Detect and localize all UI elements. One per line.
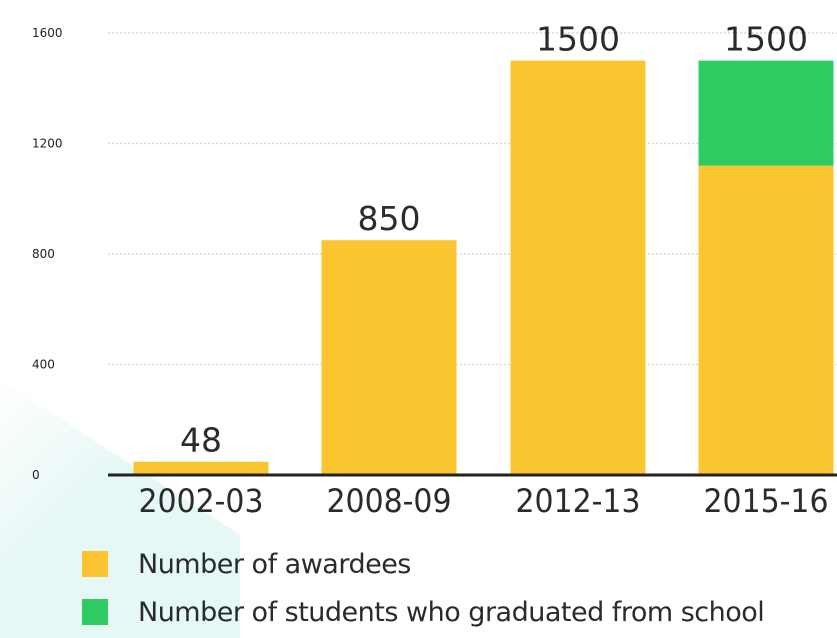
x-tick-label-2012-13: 2012-13: [516, 482, 641, 520]
data-label-2002-03: 48: [180, 421, 222, 460]
legend-item-awardees: Number of awardees: [82, 540, 764, 588]
x-tick-label-2015-16: 2015-16: [704, 482, 829, 520]
data-label-2008-09: 850: [358, 199, 421, 238]
data-label-2012-13: 1500: [536, 20, 620, 59]
bar-2012-13-series-0: [510, 60, 646, 475]
bar-2002-03-series-0: [133, 461, 269, 475]
legend-swatch-graduates: [82, 599, 108, 625]
legend-swatch-awardees: [82, 551, 108, 577]
legend: Number of awardees Number of students wh…: [82, 540, 765, 636]
bar-layer: [133, 60, 834, 475]
legend-label-awardees: Number of awardees: [138, 548, 411, 580]
y-tick-label-0: 0: [32, 468, 40, 482]
x-tick-label-2008-09: 2008-09: [327, 482, 452, 520]
label-layer: 48 850 1500 1500: [180, 20, 808, 460]
data-label-2015-16: 1500: [724, 20, 808, 59]
legend-item-graduates: Number of students who graduated from sc…: [82, 588, 765, 636]
grid-layer: [108, 32, 837, 366]
y-tick-label-1600: 1600: [32, 26, 63, 40]
legend-label-graduates: Number of students who graduated from sc…: [138, 596, 765, 628]
x-tick-label-2002-03: 2002-03: [139, 482, 264, 520]
y-tick-label-800: 800: [32, 247, 55, 261]
y-tick-label-400: 400: [32, 358, 55, 372]
bar-2008-09-series-0: [321, 240, 457, 475]
bar-2015-16-series-0: [698, 165, 834, 475]
axis-layer: 0 400 800 1200 1600 2002-03 2008-09 2012-13 2015…: [32, 26, 837, 520]
bar-2015-16-series-1: [698, 60, 834, 166]
y-tick-label-1200: 1200: [32, 137, 63, 151]
